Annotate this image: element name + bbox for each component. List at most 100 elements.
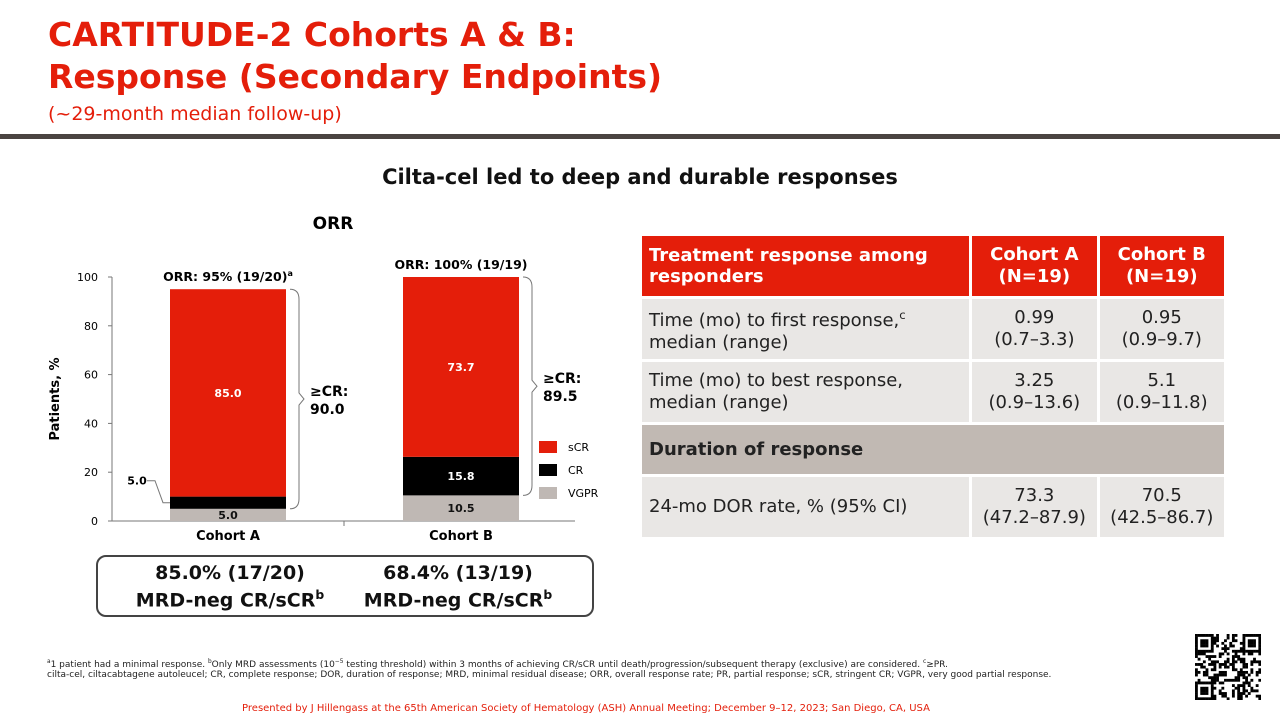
cell-line: (0.9–9.7) xyxy=(1121,329,1202,350)
qr-module xyxy=(1224,647,1227,651)
qr-module xyxy=(1247,644,1251,648)
qr-module xyxy=(1242,665,1246,669)
qr-module xyxy=(1234,678,1238,682)
mrd-label: MRD-neg CR/sCRb xyxy=(338,584,578,611)
qr-module xyxy=(1216,639,1219,643)
qr-module xyxy=(1258,644,1261,648)
qr-module xyxy=(1239,684,1243,687)
qr-module xyxy=(1213,678,1217,682)
footnote-text: Only MRD assessments (10 xyxy=(211,660,335,670)
qr-module xyxy=(1242,684,1246,687)
qr-module xyxy=(1250,670,1254,674)
qr-module xyxy=(1247,652,1251,656)
qr-module xyxy=(1195,647,1198,651)
qr-module xyxy=(1239,697,1243,700)
orr-text: ORR: 95% (19/20) xyxy=(163,269,287,284)
cell: 0.95 (0.9–9.7) xyxy=(1099,299,1224,359)
qr-module xyxy=(1224,649,1227,653)
qr-module xyxy=(1221,663,1225,666)
bar-segment xyxy=(403,456,519,496)
qr-module xyxy=(1242,647,1246,651)
qr-module xyxy=(1231,694,1235,698)
qr-module xyxy=(1210,649,1214,653)
qr-module xyxy=(1258,647,1261,651)
row-label: 24-mo DOR rate, % (95% CI) xyxy=(642,477,970,537)
qr-module xyxy=(1200,665,1204,669)
qr-module xyxy=(1213,655,1217,658)
qr-module xyxy=(1231,639,1235,643)
qr-module xyxy=(1253,644,1256,648)
qr-module xyxy=(1195,641,1198,645)
qr-module xyxy=(1213,663,1217,666)
qr-module xyxy=(1237,657,1241,661)
mrd-label-text: MRD-neg CR/sCR xyxy=(135,589,316,612)
qr-module xyxy=(1221,652,1225,656)
qr-module xyxy=(1245,634,1248,637)
footnote-ref: b xyxy=(543,588,553,602)
qr-module xyxy=(1242,689,1246,693)
qr-module xyxy=(1242,660,1246,664)
qr-module xyxy=(1216,634,1219,637)
qr-module xyxy=(1210,641,1214,645)
title-line: Response (Secondary Endpoints) xyxy=(48,57,663,96)
qr-module xyxy=(1195,663,1198,666)
qr-module xyxy=(1210,686,1214,690)
table-header: Cohort A (N=19) xyxy=(972,236,1097,296)
qr-module xyxy=(1210,644,1214,648)
qr-module xyxy=(1202,697,1206,700)
mrd-box xyxy=(96,555,594,617)
row-label: Time (mo) to first response,c median (ran… xyxy=(642,299,970,359)
qr-module xyxy=(1258,641,1261,645)
qr-module xyxy=(1231,634,1235,637)
qr-module xyxy=(1245,649,1248,653)
qr-module xyxy=(1210,697,1214,700)
legend-swatch xyxy=(539,441,557,453)
qr-module xyxy=(1205,644,1209,648)
qr-module xyxy=(1258,670,1261,674)
cell: 5.1 (0.9–11.8) xyxy=(1099,362,1224,422)
qr-module xyxy=(1210,639,1214,643)
qr-module xyxy=(1205,689,1209,693)
qr-module xyxy=(1195,652,1198,656)
qr-module xyxy=(1258,694,1261,698)
qr-module xyxy=(1205,673,1209,677)
y-axis-label: Patients, % xyxy=(48,357,63,440)
chart-title: ORR xyxy=(313,214,354,234)
qr-module xyxy=(1202,692,1206,695)
qr-module xyxy=(1200,652,1204,656)
qr-module xyxy=(1255,689,1259,693)
mrd-cohort-b: 68.4% (13/19) MRD-neg CR/sCRb xyxy=(338,562,578,611)
legend-swatch xyxy=(539,487,557,499)
qr-module xyxy=(1258,636,1261,640)
response-table: Treatment response among responders Coho… xyxy=(639,233,1227,540)
footnote-ref: a xyxy=(287,269,292,278)
qr-module xyxy=(1242,641,1246,645)
orr-text: ORR: 100% (19/19) xyxy=(395,257,528,272)
qr-module xyxy=(1237,697,1241,700)
qr-module xyxy=(1216,676,1219,680)
qr-module xyxy=(1239,660,1243,664)
qr-module xyxy=(1213,694,1217,698)
qr-module xyxy=(1258,660,1261,664)
qr-module xyxy=(1234,655,1238,658)
qr-module xyxy=(1210,694,1214,698)
cell-line: 73.3 xyxy=(1014,485,1055,506)
qr-module xyxy=(1197,634,1201,637)
footnote-sup: a xyxy=(47,659,51,665)
cell-line: (47.2–87.9) xyxy=(982,507,1086,528)
qr-module xyxy=(1195,649,1198,653)
qr-module xyxy=(1245,694,1248,698)
subtitle: (~29-month median follow-up) xyxy=(48,103,342,125)
value-label: 10.5 xyxy=(447,502,474,515)
qr-module xyxy=(1210,668,1214,672)
qr-module xyxy=(1224,639,1227,643)
qr-module xyxy=(1239,670,1243,674)
qr-module xyxy=(1250,639,1254,643)
cell-line: 5.1 xyxy=(1147,370,1177,391)
qr-module xyxy=(1213,639,1217,643)
qr-module xyxy=(1205,681,1209,685)
cell-line: (0.9–13.6) xyxy=(988,392,1081,413)
qr-module xyxy=(1200,697,1204,700)
qr-module xyxy=(1231,649,1235,653)
qr-module xyxy=(1224,663,1227,666)
